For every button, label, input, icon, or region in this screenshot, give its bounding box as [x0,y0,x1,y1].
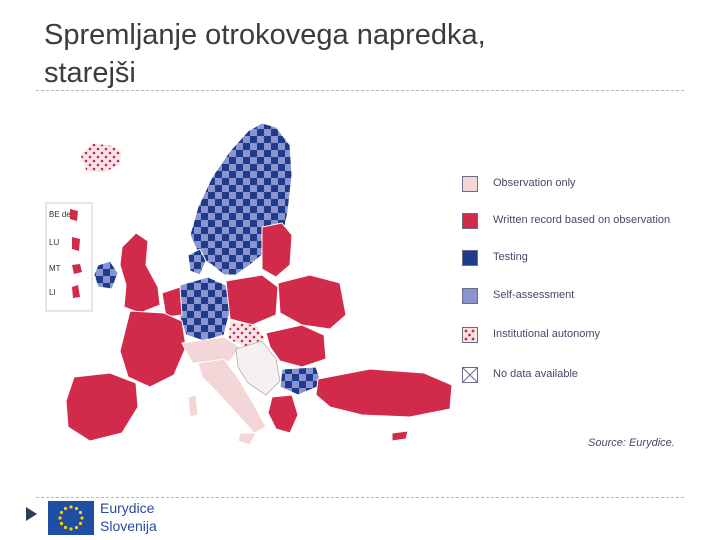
map-inset-shape-li [72,285,80,298]
legend-swatch-self-assessment [462,288,478,304]
legend-swatch-institutional-autonomy [462,327,478,343]
eu-stars-icon [58,505,84,531]
map-inset-shape-lu [72,237,80,251]
legend-item-written-record: Written record based on observation [462,213,702,229]
map-inset-label-mt: MT [49,264,61,273]
map-region-iberia [65,372,139,442]
eurydice-logo: Eurydice Slovenija [48,500,172,538]
legend-item-self-assessment: Self-assessment [462,288,702,304]
slide-title: Spremljanje otrokovega napredka, starejš… [44,16,664,92]
map-region-balkans [235,340,281,396]
europe-map: BE de LU MT LI [45,122,453,446]
logo-text-eurydice: Eurydice [100,500,155,516]
map-region-iceland [79,142,123,174]
legend-item-institutional-autonomy: Institutional autonomy [462,327,702,343]
map-region-sicily [237,432,257,446]
map-region-ireland [93,260,119,290]
map-region-benelux [161,286,183,318]
source-note: Source: Eurydice. [588,437,675,449]
legend-label: Observation only [493,177,576,189]
legend-swatch-written-record [462,213,478,229]
map-inset-label-be-de: BE de [49,210,71,219]
map-inset-shape-be-de [70,209,78,221]
map-region-uk [119,232,161,314]
map-inset-label-li: LI [49,288,56,297]
legend-label: No data available [493,368,579,380]
map-region-poland [225,274,279,326]
legend-item-no-data: No data available [462,367,702,383]
legend-swatch-observation-only [462,176,478,192]
map-region-cyprus [391,430,409,442]
dots-pattern-icon [464,329,475,341]
logo-text-slovenija: Slovenija [100,518,157,534]
map-region-italy [197,358,267,434]
cross-icon [462,367,478,383]
map-inset-frame [45,202,93,312]
legend-swatch-no-data [462,367,478,383]
map-region-east [277,274,347,330]
slide-title-line-1: Spremljanje otrokovega napredka, [44,19,486,51]
legend-swatch-testing [462,250,478,266]
legend-label: Self-assessment [493,289,575,301]
map-region-greece [267,394,299,434]
legend-label: Testing [493,251,528,263]
map-region-turkey [315,368,453,418]
map-region-alps [181,336,241,364]
map-region-bulgaria [279,366,323,396]
legend-item-observation-only: Observation only [462,176,702,192]
play-arrow-icon [26,507,37,521]
map-region-germany [177,276,231,342]
map-inset-shape-mt [72,264,82,274]
map-region-denmark [187,248,207,276]
footer-divider [36,497,684,498]
legend-label: Written record based on observation [493,214,671,226]
legend-item-testing: Testing [462,250,702,266]
title-divider [36,90,684,91]
map-region-romania [265,324,327,368]
eu-flag-icon [48,501,94,535]
map-region-sardinia [187,394,199,418]
slide-title-line-2: starejši [44,57,136,89]
legend-label: Institutional autonomy [493,328,601,340]
map-region-east-baltic [261,222,293,278]
map-inset-label-lu: LU [49,238,59,247]
map-region-france [119,310,187,388]
